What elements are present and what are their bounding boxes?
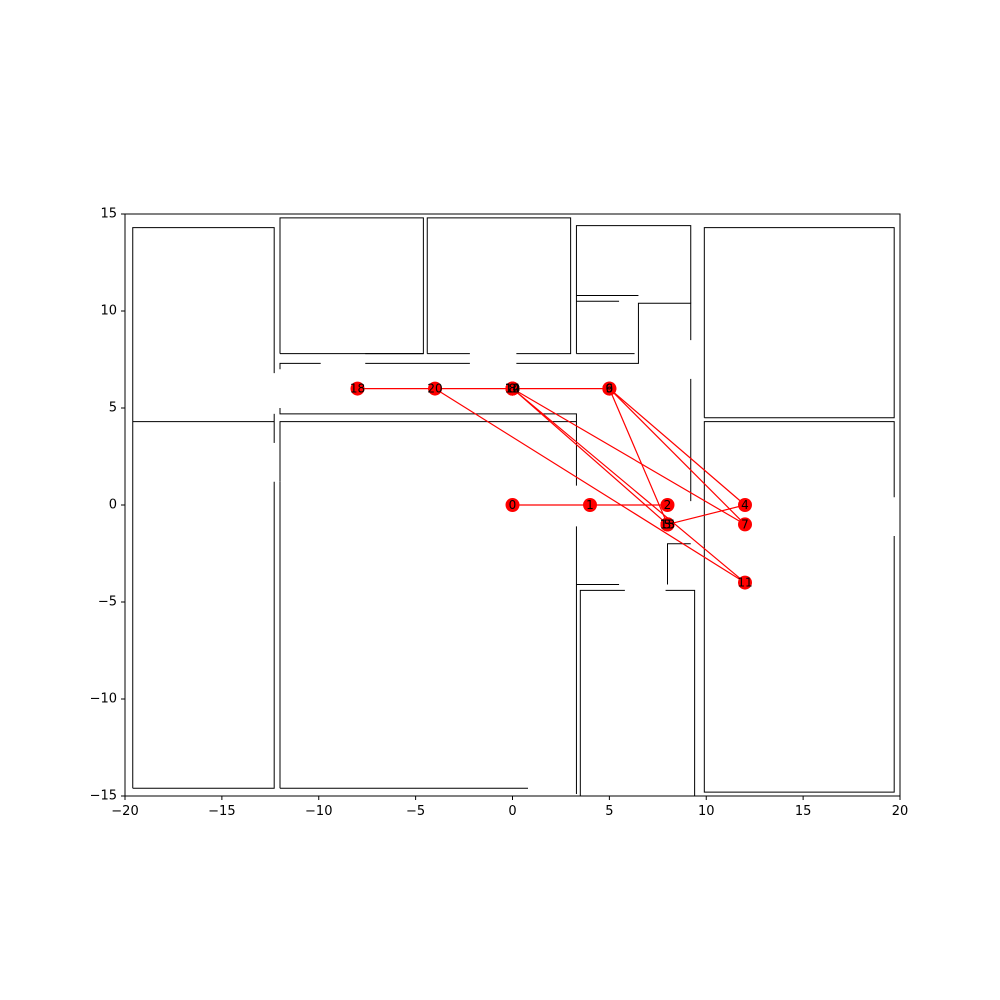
graph-node [428,381,442,396]
node-label: 6 [606,382,614,396]
wall-segment [279,217,424,355]
node-label: 20 [427,382,442,396]
graph-node [583,498,597,512]
x-tick-label: −15 [208,804,235,819]
graph-node [738,575,752,590]
node-label: 7 [741,517,749,531]
wall-segment [516,302,692,364]
graph-edge [434,388,746,584]
node-label: 5 [664,517,672,531]
node-label: 4 [741,498,749,512]
wall-segment [703,227,895,419]
node-label: 8 [509,382,517,396]
y-tick-label: −15 [90,789,117,804]
node-label: 3 [664,517,672,531]
graph-edge [512,388,746,525]
node-label: 9 [606,382,614,396]
wall-segment [279,408,577,486]
graph-node [660,517,675,532]
x-tick-label: 10 [698,804,715,819]
node-label: 1 [586,498,594,512]
graph-edge [608,388,746,506]
wall-segment [426,217,572,355]
wall-segment [703,421,895,544]
node-label: 11 [737,576,752,590]
y-tick-label: 15 [100,207,117,222]
node-label: 13 [660,517,675,531]
wall-segment [132,481,275,789]
node-label: 18 [350,382,365,396]
node-label: 10 [505,382,520,396]
graph-node [602,381,617,396]
graph-edge [512,388,746,584]
y-tick-label: 0 [109,498,117,513]
graph-node [505,381,520,396]
node-label: 15 [660,517,675,531]
wall-segment [703,536,895,793]
x-tick-label: 20 [892,804,909,819]
y-tick-label: 10 [100,304,117,319]
wall-segment [279,362,321,370]
wall-segment [667,543,691,585]
walls-layer [132,217,895,797]
x-tick-label: −5 [406,804,425,819]
y-tick-label: −5 [98,595,117,610]
edges-layer [357,388,746,584]
graph-node [738,517,752,532]
graph-edge [667,504,746,525]
wall-segment [579,589,625,796]
x-tick-label: 0 [508,804,516,819]
x-tick-label: −20 [111,804,138,819]
graph-node [660,498,675,512]
graph-edge [608,388,746,525]
y-tick-label: −10 [90,692,117,707]
wall-segment [132,227,275,789]
y-tick-label: 5 [109,401,117,416]
graph-node [738,498,752,512]
graph-node [350,381,365,396]
wall-segment [580,589,696,797]
y-axis-ticks: 15 10 5 0 −5 −10 −15 [90,207,125,804]
node-label: 0 [509,498,517,512]
x-tick-label: −10 [305,804,332,819]
node-label: 2 [664,498,672,512]
node-label: 14 [505,382,520,396]
x-tick-label: 15 [795,804,812,819]
x-axis-ticks: −20 −15 −10 −5 0 5 10 15 20 [111,796,908,819]
graph-edge [608,388,669,525]
graph-edge [512,388,668,525]
node-label: 12 [505,382,520,396]
wall-segment [575,225,692,354]
graph-node [505,498,520,512]
x-tick-label: 5 [605,804,613,819]
wall-segment [279,421,577,482]
